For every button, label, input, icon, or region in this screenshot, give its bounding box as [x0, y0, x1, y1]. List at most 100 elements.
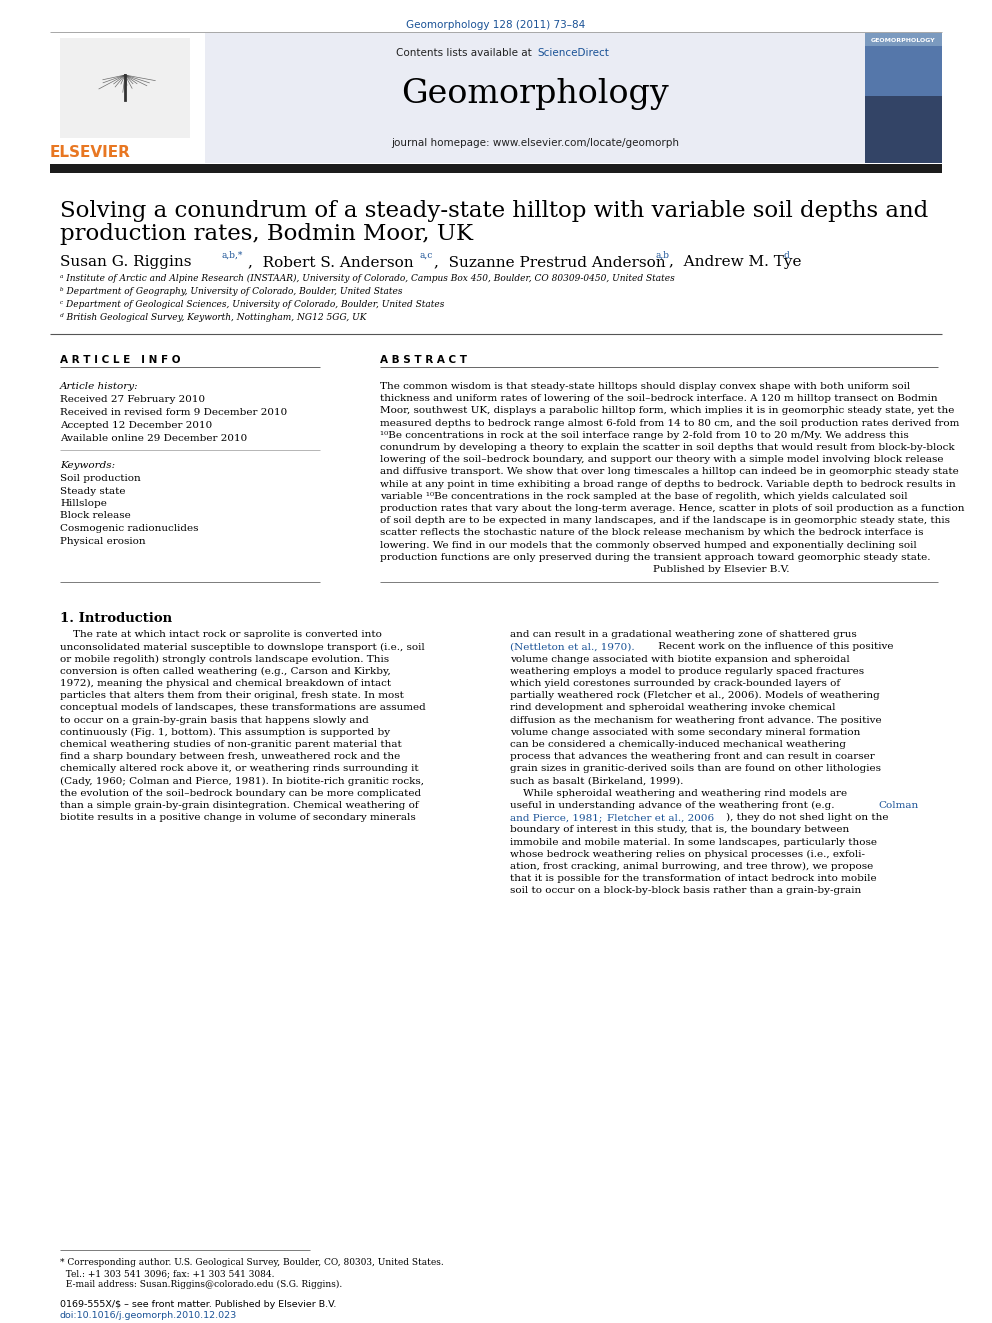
- Text: While spheroidal weathering and weathering rind models are: While spheroidal weathering and weatheri…: [510, 789, 847, 798]
- Text: ,  Robert S. Anderson: , Robert S. Anderson: [248, 255, 419, 269]
- Text: Recent work on the influence of this positive: Recent work on the influence of this pos…: [655, 643, 894, 651]
- Text: diffusion as the mechanism for weathering front advance. The positive: diffusion as the mechanism for weatherin…: [510, 716, 882, 725]
- Bar: [50, 164, 942, 173]
- Text: Published by Elsevier B.V.: Published by Elsevier B.V.: [380, 565, 790, 574]
- Text: Article history:: Article history:: [60, 382, 139, 392]
- Text: Geomorphology: Geomorphology: [401, 78, 669, 110]
- Text: 1. Introduction: 1. Introduction: [60, 613, 173, 626]
- Text: Hillslope: Hillslope: [60, 499, 107, 508]
- Bar: [205, 33, 865, 163]
- Text: volume change associated with some secondary mineral formation: volume change associated with some secon…: [510, 728, 860, 737]
- Text: A R T I C L E   I N F O: A R T I C L E I N F O: [60, 355, 181, 365]
- Text: The rate at which intact rock or saprolite is converted into: The rate at which intact rock or saproli…: [60, 630, 382, 639]
- Text: ELSEVIER: ELSEVIER: [50, 146, 130, 160]
- Bar: [50, 33, 205, 163]
- Text: unconsolidated material susceptible to downslope transport (i.e., soil: unconsolidated material susceptible to d…: [60, 643, 425, 651]
- Text: while at any point in time exhibiting a broad range of depths to bedrock. Variab: while at any point in time exhibiting a …: [380, 480, 955, 488]
- Text: a,c: a,c: [420, 251, 434, 261]
- Text: Available online 29 December 2010: Available online 29 December 2010: [60, 434, 247, 443]
- Text: A B S T R A C T: A B S T R A C T: [380, 355, 467, 365]
- Text: ), they do not shed light on the: ), they do not shed light on the: [726, 814, 889, 823]
- Text: ation, frost cracking, animal burrowing, and tree throw), we propose: ation, frost cracking, animal burrowing,…: [510, 863, 873, 871]
- Text: soil to occur on a block-by-block basis rather than a grain-by-grain: soil to occur on a block-by-block basis …: [510, 886, 861, 896]
- Text: The common wisdom is that steady-state hilltops should display convex shape with: The common wisdom is that steady-state h…: [380, 382, 911, 392]
- Text: than a simple grain-by-grain disintegration. Chemical weathering of: than a simple grain-by-grain disintegrat…: [60, 800, 419, 810]
- Text: conversion is often called weathering (e.g., Carson and Kirkby,: conversion is often called weathering (e…: [60, 667, 391, 676]
- Text: Fletcher et al., 2006: Fletcher et al., 2006: [607, 814, 714, 822]
- Text: Cosmogenic radionuclides: Cosmogenic radionuclides: [60, 524, 198, 533]
- Text: Steady state: Steady state: [60, 487, 126, 496]
- Text: production functions are only preserved during the transient approach toward geo: production functions are only preserved …: [380, 553, 930, 562]
- Text: 1972), meaning the physical and chemical breakdown of intact: 1972), meaning the physical and chemical…: [60, 679, 391, 688]
- Text: ¹⁰Be concentrations in rock at the soil interface range by 2-fold from 10 to 20 : ¹⁰Be concentrations in rock at the soil …: [380, 431, 909, 439]
- Bar: [60, 38, 190, 138]
- Text: Received in revised form 9 December 2010: Received in revised form 9 December 2010: [60, 407, 288, 417]
- Text: chemical weathering studies of non-granitic parent material that: chemical weathering studies of non-grani…: [60, 740, 402, 749]
- Text: Physical erosion: Physical erosion: [60, 537, 146, 545]
- Text: GEOMORPHOLOGY: GEOMORPHOLOGY: [871, 38, 935, 44]
- Text: ᵇ Department of Geography, University of Colorado, Boulder, United States: ᵇ Department of Geography, University of…: [60, 287, 403, 296]
- Text: that it is possible for the transformation of intact bedrock into mobile: that it is possible for the transformati…: [510, 875, 877, 884]
- Text: doi:10.1016/j.geomorph.2010.12.023: doi:10.1016/j.geomorph.2010.12.023: [60, 1311, 237, 1320]
- Text: useful in understanding advance of the weathering front (e.g.: useful in understanding advance of the w…: [510, 800, 838, 810]
- Text: ScienceDirect: ScienceDirect: [537, 48, 609, 58]
- Text: journal homepage: www.elsevier.com/locate/geomorph: journal homepage: www.elsevier.com/locat…: [391, 138, 679, 148]
- Text: d: d: [784, 251, 790, 261]
- Text: to occur on a grain-by-grain basis that happens slowly and: to occur on a grain-by-grain basis that …: [60, 716, 369, 725]
- Text: * Corresponding author. U.S. Geological Survey, Boulder, CO, 80303, United State: * Corresponding author. U.S. Geological …: [60, 1258, 443, 1267]
- Text: volume change associated with biotite expansion and spheroidal: volume change associated with biotite ex…: [510, 655, 850, 664]
- Text: immobile and mobile material. In some landscapes, particularly those: immobile and mobile material. In some la…: [510, 837, 877, 847]
- Text: can be considered a chemically-induced mechanical weathering: can be considered a chemically-induced m…: [510, 740, 846, 749]
- Text: scatter reflects the stochastic nature of the block release mechanism by which t: scatter reflects the stochastic nature o…: [380, 528, 924, 537]
- Text: grain sizes in granitic-derived soils than are found on other lithologies: grain sizes in granitic-derived soils th…: [510, 765, 881, 774]
- Text: Received 27 February 2010: Received 27 February 2010: [60, 396, 205, 404]
- Text: ᶜ Department of Geological Sciences, University of Colorado, Boulder, United Sta: ᶜ Department of Geological Sciences, Uni…: [60, 300, 444, 310]
- Text: partially weathered rock (Fletcher et al., 2006). Models of weathering: partially weathered rock (Fletcher et al…: [510, 691, 880, 700]
- Text: ,  Andrew M. Tye: , Andrew M. Tye: [669, 255, 806, 269]
- Text: a,b,*: a,b,*: [222, 251, 243, 261]
- Text: ᵈ British Geological Survey, Keyworth, Nottingham, NG12 5GG, UK: ᵈ British Geological Survey, Keyworth, N…: [60, 314, 366, 321]
- Text: rind development and spheroidal weathering invoke chemical: rind development and spheroidal weatheri…: [510, 704, 835, 712]
- Text: Geomorphology 128 (2011) 73–84: Geomorphology 128 (2011) 73–84: [407, 20, 585, 30]
- Bar: [865, 97, 942, 163]
- Text: and Pierce, 1981;: and Pierce, 1981;: [510, 814, 606, 822]
- Text: and can result in a gradational weathering zone of shattered grus: and can result in a gradational weatheri…: [510, 630, 857, 639]
- Text: lowering. We find in our models that the commonly observed humped and exponentia: lowering. We find in our models that the…: [380, 541, 917, 549]
- Text: Moor, southwest UK, displays a parabolic hilltop form, which implies it is in ge: Moor, southwest UK, displays a parabolic…: [380, 406, 954, 415]
- Text: weathering employs a model to produce regularly spaced fractures: weathering employs a model to produce re…: [510, 667, 864, 676]
- Text: chemically altered rock above it, or weathering rinds surrounding it: chemically altered rock above it, or wea…: [60, 765, 419, 774]
- Text: Soil production: Soil production: [60, 474, 141, 483]
- Text: find a sharp boundary between fresh, unweathered rock and the: find a sharp boundary between fresh, unw…: [60, 753, 400, 761]
- Text: lowering of the soil–bedrock boundary, and support our theory with a simple mode: lowering of the soil–bedrock boundary, a…: [380, 455, 943, 464]
- Text: production rates that vary about the long-term average. Hence, scatter in plots : production rates that vary about the lon…: [380, 504, 964, 513]
- Text: thickness and uniform rates of lowering of the soil–bedrock interface. A 120 m h: thickness and uniform rates of lowering …: [380, 394, 937, 404]
- Text: Block release: Block release: [60, 512, 131, 520]
- Text: boundary of interest in this study, that is, the boundary between: boundary of interest in this study, that…: [510, 826, 849, 835]
- Bar: [865, 46, 942, 97]
- Text: ᵃ Institute of Arctic and Alpine Research (INSTAAR), University of Colorado, Cam: ᵃ Institute of Arctic and Alpine Researc…: [60, 274, 675, 283]
- Text: Keywords:: Keywords:: [60, 460, 115, 470]
- Text: (Cady, 1960; Colman and Pierce, 1981). In biotite-rich granitic rocks,: (Cady, 1960; Colman and Pierce, 1981). I…: [60, 777, 424, 786]
- Text: such as basalt (Birkeland, 1999).: such as basalt (Birkeland, 1999).: [510, 777, 683, 786]
- Text: whose bedrock weathering relies on physical processes (i.e., exfoli-: whose bedrock weathering relies on physi…: [510, 849, 865, 859]
- Text: Susan G. Riggins: Susan G. Riggins: [60, 255, 196, 269]
- Bar: [865, 33, 942, 163]
- Text: a,b: a,b: [655, 251, 669, 261]
- Text: particles that alters them from their original, fresh state. In most: particles that alters them from their or…: [60, 691, 404, 700]
- Text: or mobile regolith) strongly controls landscape evolution. This: or mobile regolith) strongly controls la…: [60, 655, 389, 664]
- Text: Colman: Colman: [878, 800, 919, 810]
- Text: Contents lists available at: Contents lists available at: [396, 48, 535, 58]
- Text: E-mail address: Susan.Riggins@colorado.edu (S.G. Riggins).: E-mail address: Susan.Riggins@colorado.e…: [60, 1279, 342, 1289]
- Text: production rates, Bodmin Moor, UK: production rates, Bodmin Moor, UK: [60, 224, 473, 245]
- Text: Accepted 12 December 2010: Accepted 12 December 2010: [60, 421, 212, 430]
- Text: Solving a conundrum of a steady-state hilltop with variable soil depths and: Solving a conundrum of a steady-state hi…: [60, 200, 929, 222]
- Text: biotite results in a positive change in volume of secondary minerals: biotite results in a positive change in …: [60, 814, 416, 822]
- Text: Tel.: +1 303 541 3096; fax: +1 303 541 3084.: Tel.: +1 303 541 3096; fax: +1 303 541 3…: [60, 1269, 275, 1278]
- Text: the evolution of the soil–bedrock boundary can be more complicated: the evolution of the soil–bedrock bounda…: [60, 789, 422, 798]
- Text: conceptual models of landscapes, these transformations are assumed: conceptual models of landscapes, these t…: [60, 704, 426, 712]
- Text: process that advances the weathering front and can result in coarser: process that advances the weathering fro…: [510, 753, 875, 761]
- Text: and diffusive transport. We show that over long timescales a hilltop can indeed : and diffusive transport. We show that ov…: [380, 467, 958, 476]
- Text: continuously (Fig. 1, bottom). This assumption is supported by: continuously (Fig. 1, bottom). This assu…: [60, 728, 390, 737]
- Text: conundrum by developing a theory to explain the scatter in soil depths that woul: conundrum by developing a theory to expl…: [380, 443, 954, 452]
- Text: ,  Suzanne Prestrud Anderson: , Suzanne Prestrud Anderson: [434, 255, 671, 269]
